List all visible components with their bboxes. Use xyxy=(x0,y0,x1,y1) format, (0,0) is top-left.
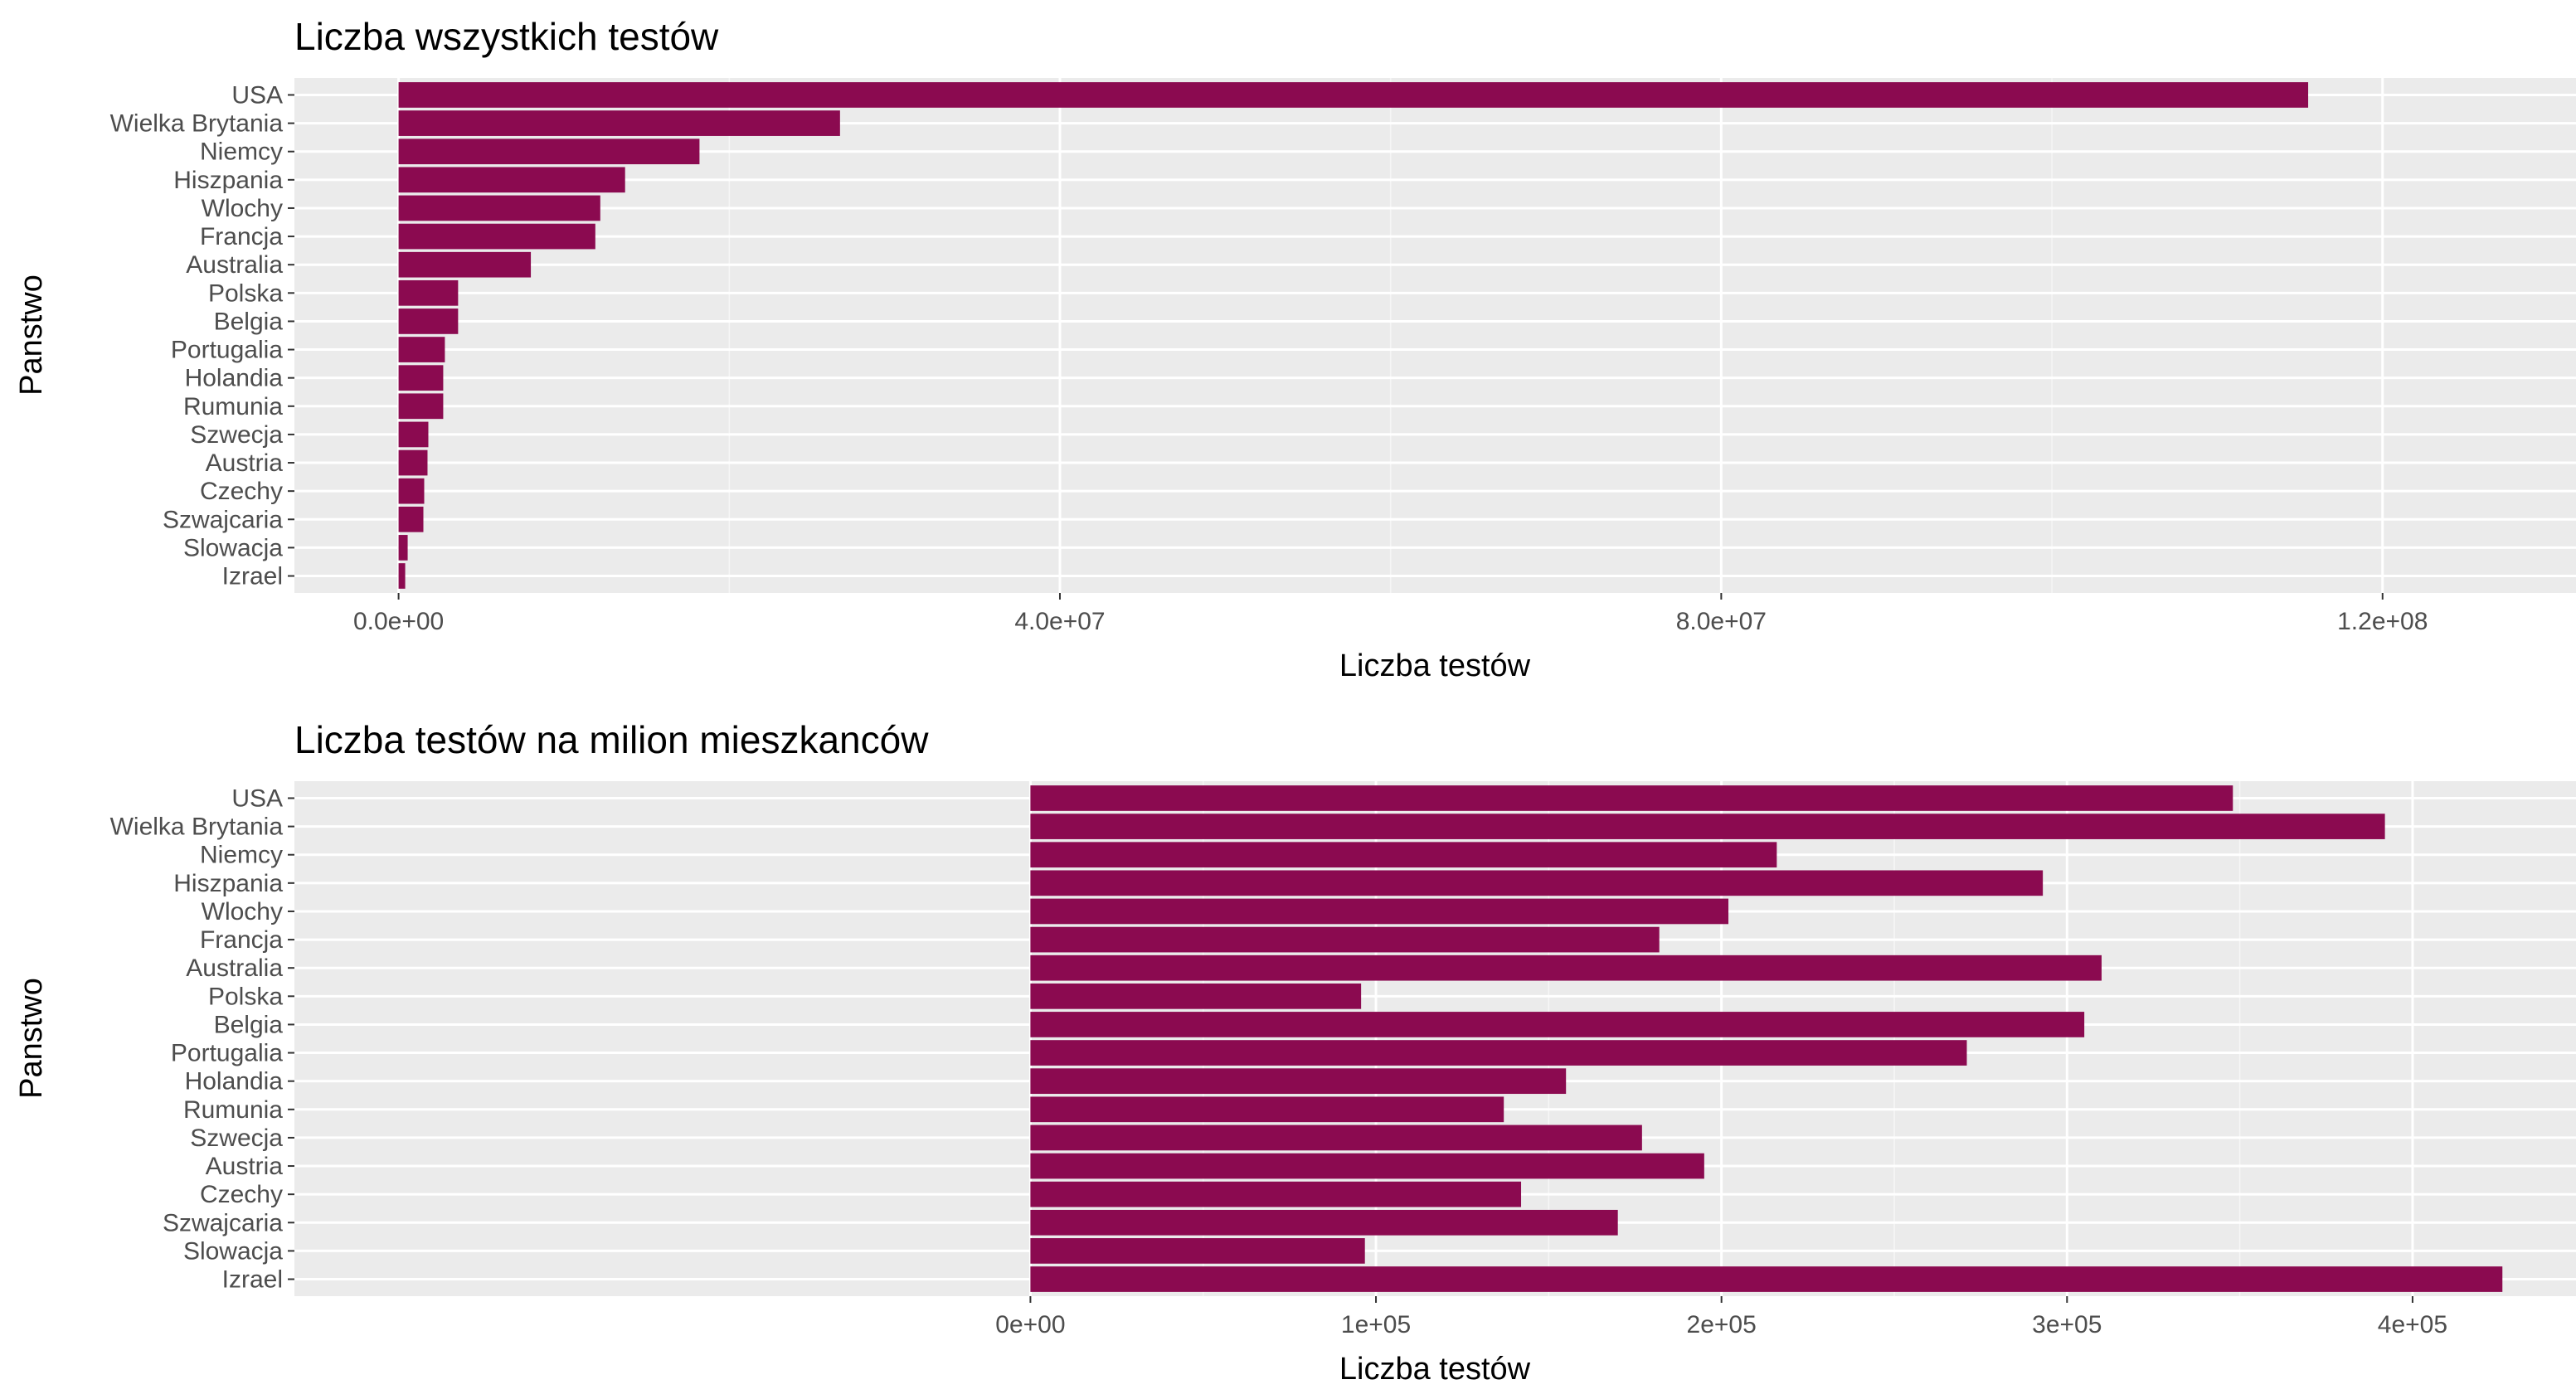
x-axis-title-tests-per-million: Liczba testów xyxy=(1339,1352,1531,1387)
y-tick-label-niemcy: Niemcy xyxy=(200,842,283,869)
bar-polska xyxy=(1030,983,1362,1009)
y-tick-label-rumunia: Rumunia xyxy=(183,1096,283,1124)
bar-rumunia xyxy=(1030,1096,1504,1123)
x-tick-label: 2e+05 xyxy=(1687,1311,1757,1338)
bar-belgia xyxy=(398,308,459,334)
bar-rumunia xyxy=(398,393,444,420)
y-tick-label-austria: Austria xyxy=(206,449,284,477)
bar-francja xyxy=(398,223,595,250)
y-tick-label-belgia: Belgia xyxy=(214,1011,284,1038)
y-tick-label-wlochy: Wlochy xyxy=(202,195,283,222)
bar-portugalia xyxy=(398,337,445,362)
bars-total-tests xyxy=(398,82,2309,589)
y-tick-label-rumunia: Rumunia xyxy=(183,393,283,420)
bar-wlochy xyxy=(1030,898,1729,925)
x-tick-label: 0e+00 xyxy=(995,1311,1065,1338)
bar-belgia xyxy=(1030,1012,2085,1037)
x-axis-title-total-tests: Liczba testów xyxy=(1339,648,1531,683)
bar-holandia xyxy=(1030,1068,1567,1095)
bar-australia xyxy=(1030,955,2102,981)
chart-title-tests-per-million: Liczba testów na milion mieszkanców xyxy=(294,718,929,761)
bar-francja xyxy=(1030,926,1660,953)
x-tick-label: 1e+05 xyxy=(1341,1311,1411,1338)
y-tick-label-australia: Australia xyxy=(186,955,283,982)
bar-izrael xyxy=(398,563,406,589)
bar-wielka-brytania xyxy=(398,110,840,136)
y-axis-title-tests-per-million: Panstwo xyxy=(14,978,49,1099)
y-tick-label-izrael: Izrael xyxy=(222,1266,283,1294)
bar-slowacja xyxy=(1030,1238,1365,1264)
y-tick-label-usa: USA xyxy=(231,81,283,109)
bar-portugalia xyxy=(1030,1040,1967,1066)
y-tick-label-slowacja: Slowacja xyxy=(183,1237,283,1265)
y-tick-label-niemcy: Niemcy xyxy=(200,138,283,166)
bar-szwecja xyxy=(1030,1125,1642,1151)
bar-szwajcaria xyxy=(398,506,424,532)
bar-polska xyxy=(398,279,459,306)
bar-czechy xyxy=(398,478,425,504)
y-tick-label-polska: Polska xyxy=(208,279,283,307)
y-tick-label-szwecja: Szwecja xyxy=(190,421,283,449)
y-tick-label-slowacja: Slowacja xyxy=(183,534,283,561)
bar-szwecja xyxy=(398,421,429,448)
bars-tests-per-million xyxy=(1030,785,2503,1292)
y-tick-label-wlochy: Wlochy xyxy=(202,898,283,925)
y-tick-label-szwajcaria: Szwajcaria xyxy=(163,1209,283,1236)
bar-usa xyxy=(398,82,2309,108)
bar-izrael xyxy=(1030,1266,2503,1292)
x-tick-label: 3e+05 xyxy=(2032,1311,2102,1338)
x-tick-label: 8.0e+07 xyxy=(1676,608,1767,635)
y-tick-label-hiszpania: Hiszpania xyxy=(173,870,283,897)
y-tick-label-szwecja: Szwecja xyxy=(190,1125,283,1152)
bar-hiszpania xyxy=(1030,870,2044,896)
y-tick-label-usa: USA xyxy=(231,785,283,812)
x-tick-label: 0.0e+00 xyxy=(353,608,444,635)
y-tick-label-czechy: Czechy xyxy=(200,1181,283,1208)
y-tick-label-szwajcaria: Szwajcaria xyxy=(163,506,283,533)
chart-panel-tests-per-million: Liczba testów na milion mieszkanców USAW… xyxy=(14,718,2576,1387)
bar-slowacja xyxy=(398,535,408,561)
y-tick-label-wielka-brytania: Wielka Brytania xyxy=(110,110,284,138)
bar-wielka-brytania xyxy=(1030,814,2385,839)
y-tick-label-portugalia: Portugalia xyxy=(171,1040,283,1067)
bar-szwajcaria xyxy=(1030,1209,1618,1236)
y-tick-label-holandia: Holandia xyxy=(185,365,284,392)
chart-title-total-tests: Liczba wszystkich testów xyxy=(294,15,719,58)
bar-holandia xyxy=(398,365,444,391)
x-tick-label: 4.0e+07 xyxy=(1014,608,1105,635)
y-tick-label-belgia: Belgia xyxy=(214,308,284,335)
y-tick-label-wielka-brytania: Wielka Brytania xyxy=(110,814,284,841)
x-tick-label: 1.2e+08 xyxy=(2337,608,2428,635)
y-axis-title-total-tests: Panstwo xyxy=(14,274,49,396)
y-tick-label-portugalia: Portugalia xyxy=(171,337,283,364)
bar-usa xyxy=(1030,785,2233,811)
bar-austria xyxy=(398,449,428,476)
x-tick-label: 4e+05 xyxy=(2378,1311,2447,1338)
x-axis-tests-per-million: 0e+00 1e+05 2e+05 3e+05 4e+05 xyxy=(995,1296,2447,1338)
y-tick-label-hiszpania: Hiszpania xyxy=(173,167,283,194)
bar-australia xyxy=(398,251,532,278)
y-tick-label-austria: Austria xyxy=(206,1153,284,1180)
x-axis-total-tests: 0.0e+00 4.0e+07 8.0e+07 1.2e+08 xyxy=(353,593,2428,635)
y-tick-label-holandia: Holandia xyxy=(185,1068,284,1095)
y-tick-label-czechy: Czechy xyxy=(200,478,283,505)
bar-wlochy xyxy=(398,195,600,221)
y-tick-label-francja: Francja xyxy=(200,223,283,250)
bar-austria xyxy=(1030,1153,1704,1179)
bar-czechy xyxy=(1030,1181,1522,1207)
bar-niemcy xyxy=(398,138,700,165)
bar-hiszpania xyxy=(398,167,625,193)
y-tick-label-francja: Francja xyxy=(200,926,283,954)
y-tick-label-polska: Polska xyxy=(208,983,283,1010)
y-tick-label-australia: Australia xyxy=(186,251,283,279)
bar-niemcy xyxy=(1030,842,1777,868)
y-tick-label-izrael: Izrael xyxy=(222,563,283,590)
